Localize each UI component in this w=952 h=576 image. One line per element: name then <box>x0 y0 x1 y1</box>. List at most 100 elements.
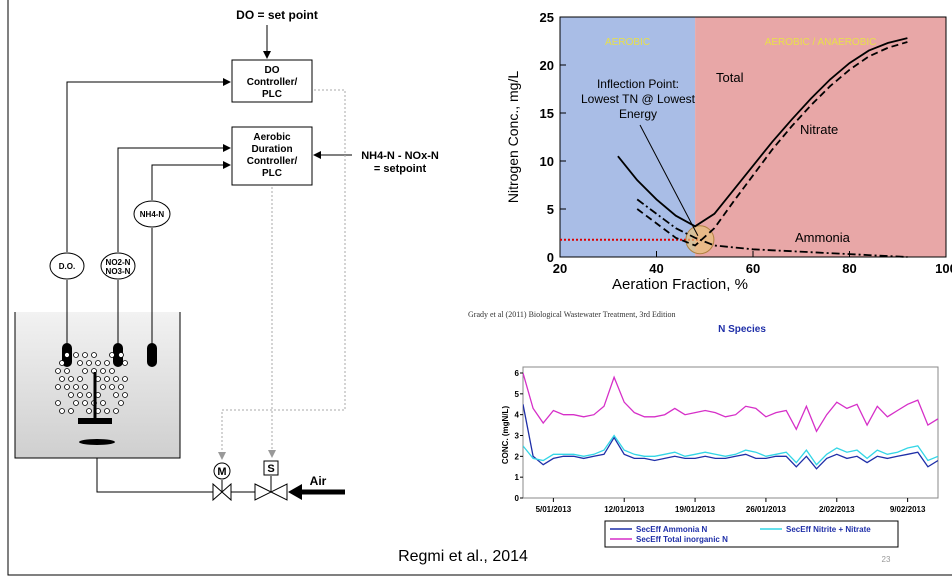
probe-tag <box>49 252 85 280</box>
bubble <box>95 360 101 366</box>
y-tick-label: 10 <box>540 154 554 169</box>
y-tick-label: 0 <box>547 250 554 265</box>
label-line: PLC <box>262 89 282 100</box>
bubble <box>104 360 110 366</box>
page-number: 23 <box>882 555 891 564</box>
y-tick-label: 15 <box>540 106 554 121</box>
bubble <box>118 384 124 390</box>
bubble <box>82 384 88 390</box>
x-tick-label: 80 <box>842 261 856 276</box>
x-tick-label: 5/01/2013 <box>536 505 572 514</box>
x-tick-label: 19/01/2013 <box>675 505 716 514</box>
y-tick-label: 5 <box>547 202 554 217</box>
bubble <box>86 392 92 398</box>
bubble <box>77 376 83 382</box>
x-axis-label: Aeration Fraction, % <box>612 276 748 293</box>
bubble <box>122 360 128 366</box>
probe <box>147 343 157 367</box>
bubble <box>109 368 115 374</box>
pipe <box>96 458 213 493</box>
bubble <box>122 392 128 398</box>
series-line <box>636 198 908 258</box>
series-line <box>523 434 938 466</box>
label-line: DO <box>265 65 280 76</box>
bubble <box>118 400 124 406</box>
label-line: NO2-N <box>106 258 131 267</box>
bubble <box>109 352 115 358</box>
bubble <box>118 352 124 358</box>
label-line: Controller/ <box>247 156 298 167</box>
bubble <box>82 352 88 358</box>
series-label: Total <box>716 70 744 85</box>
region-label: AEROBIC <box>605 37 650 48</box>
label-line: PLC <box>262 168 282 179</box>
bubble <box>122 376 128 382</box>
series-line <box>617 37 908 228</box>
setpoint-n-label: NH4-N - NOx-N= setpoint <box>361 150 439 175</box>
valve-m-label: M <box>217 466 226 478</box>
label-line: NH4-N - NOx-N <box>361 150 439 162</box>
legend-label: SecEff Ammonia N <box>636 525 707 534</box>
chart-title: N Species <box>718 324 766 335</box>
citation: Regmi et al., 2014 <box>398 548 528 565</box>
bubble <box>100 368 106 374</box>
label-line: NO3-N <box>106 267 131 276</box>
diffuser <box>79 439 115 445</box>
x-tick-label: 60 <box>746 261 760 276</box>
bubble <box>68 376 74 382</box>
series-line <box>523 404 938 470</box>
air-arrow <box>288 484 302 500</box>
series-label: Ammonia <box>795 230 851 245</box>
annotation-arrow <box>639 124 699 236</box>
bubble <box>113 392 119 398</box>
y-tick-label: 4 <box>515 411 520 420</box>
bubble <box>104 408 110 414</box>
region-label: AEROBIC / ANAEROBIC <box>765 37 877 48</box>
bubbles <box>55 352 128 414</box>
annotation: Energy <box>619 107 657 121</box>
bubble <box>104 376 110 382</box>
y-tick-label: 6 <box>515 369 520 378</box>
y-axis-label: CONC. (mgN/L) <box>501 406 510 465</box>
y-axis-label: Nitrogen Conc., mg/L <box>505 71 521 203</box>
probe-nh4: NH4-N <box>140 210 165 219</box>
probe-do: D.O. <box>59 262 75 271</box>
bubble <box>73 352 79 358</box>
bubble <box>64 352 70 358</box>
bubble <box>82 368 88 374</box>
bubble <box>64 384 70 390</box>
control-signal <box>218 89 346 460</box>
series-line <box>523 372 938 433</box>
x-tick-label: 20 <box>553 261 567 276</box>
source: Grady et al (2011) Biological Wastewater… <box>468 310 676 319</box>
bubble <box>109 384 115 390</box>
legend-box <box>604 520 899 548</box>
bubble <box>100 400 106 406</box>
bubble <box>77 360 83 366</box>
plot-area <box>522 366 939 499</box>
motor <box>213 462 231 480</box>
mixer <box>78 418 112 424</box>
label-line: Controller/ <box>247 77 298 88</box>
air-label: Air <box>310 474 327 488</box>
probe <box>113 343 123 367</box>
bubble <box>59 360 65 366</box>
bubble <box>55 368 61 374</box>
chart-aeration: AEROBIC AEROBIC / ANAEROBIC 0 5 10 15 20 25 20 40… <box>468 10 952 319</box>
signal-line <box>66 78 231 252</box>
bubble <box>91 352 97 358</box>
x-tick-label: 2/02/2013 <box>819 505 855 514</box>
solenoid <box>263 460 279 476</box>
probe-tag <box>100 252 136 280</box>
aerobic-controller-box <box>231 126 313 186</box>
bubble <box>55 384 61 390</box>
label-line: = setpoint <box>374 163 427 175</box>
probe-tag <box>133 200 171 228</box>
bubble <box>59 408 65 414</box>
series-label: Nitrate <box>800 122 838 137</box>
y-tick-label: 5 <box>515 390 520 399</box>
